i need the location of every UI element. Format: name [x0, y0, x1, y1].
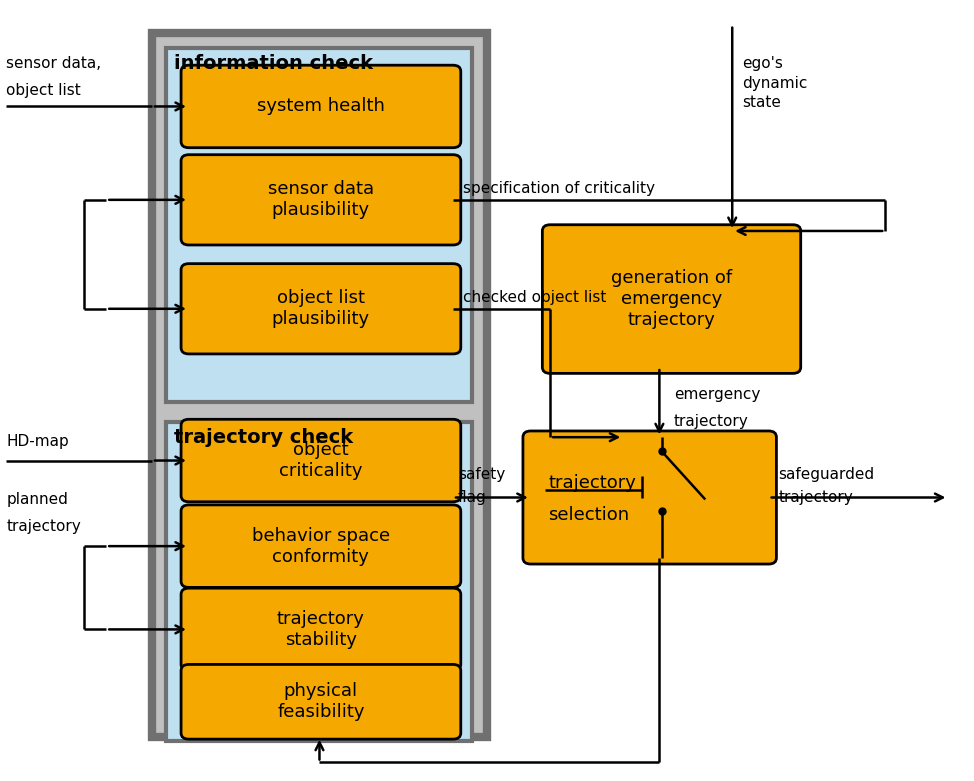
Text: system health: system health [257, 98, 385, 116]
Text: object list
plausibility: object list plausibility [272, 290, 370, 328]
Text: dynamic: dynamic [742, 76, 807, 91]
Text: safety: safety [458, 467, 506, 482]
Text: HD-map: HD-map [6, 433, 69, 448]
Text: object
criticality: object criticality [280, 441, 362, 480]
Text: state: state [742, 95, 781, 110]
Text: generation of
emergency
trajectory: generation of emergency trajectory [611, 269, 732, 329]
Text: trajectory: trajectory [674, 414, 749, 429]
FancyBboxPatch shape [181, 588, 461, 671]
Text: behavior space
conformity: behavior space conformity [252, 526, 390, 565]
Text: flag: flag [458, 490, 487, 505]
FancyBboxPatch shape [181, 419, 461, 501]
Text: object list: object list [6, 84, 81, 98]
Text: checked object list: checked object list [463, 290, 606, 305]
Text: trajectory: trajectory [778, 490, 853, 505]
FancyBboxPatch shape [523, 431, 776, 564]
FancyBboxPatch shape [181, 505, 461, 587]
Text: trajectory
stability: trajectory stability [277, 610, 365, 649]
FancyBboxPatch shape [543, 225, 801, 373]
Text: sensor data,: sensor data, [6, 56, 101, 71]
FancyBboxPatch shape [181, 65, 461, 148]
Text: selection: selection [548, 505, 629, 523]
Text: ego's: ego's [742, 56, 783, 71]
Text: specification of criticality: specification of criticality [463, 181, 655, 196]
Text: information check: information check [174, 54, 373, 73]
FancyBboxPatch shape [181, 264, 461, 354]
Text: trajectory check: trajectory check [174, 428, 354, 447]
Text: planned: planned [6, 492, 68, 507]
Text: sensor data
plausibility: sensor data plausibility [268, 180, 374, 219]
FancyBboxPatch shape [181, 665, 461, 739]
FancyBboxPatch shape [181, 155, 461, 245]
FancyBboxPatch shape [167, 48, 472, 402]
Text: physical
feasibility: physical feasibility [278, 683, 364, 721]
Text: trajectory: trajectory [548, 475, 636, 493]
FancyBboxPatch shape [167, 422, 472, 740]
FancyBboxPatch shape [152, 33, 487, 736]
Text: safeguarded: safeguarded [778, 467, 875, 482]
Text: emergency: emergency [674, 387, 761, 402]
Text: trajectory: trajectory [6, 519, 81, 534]
